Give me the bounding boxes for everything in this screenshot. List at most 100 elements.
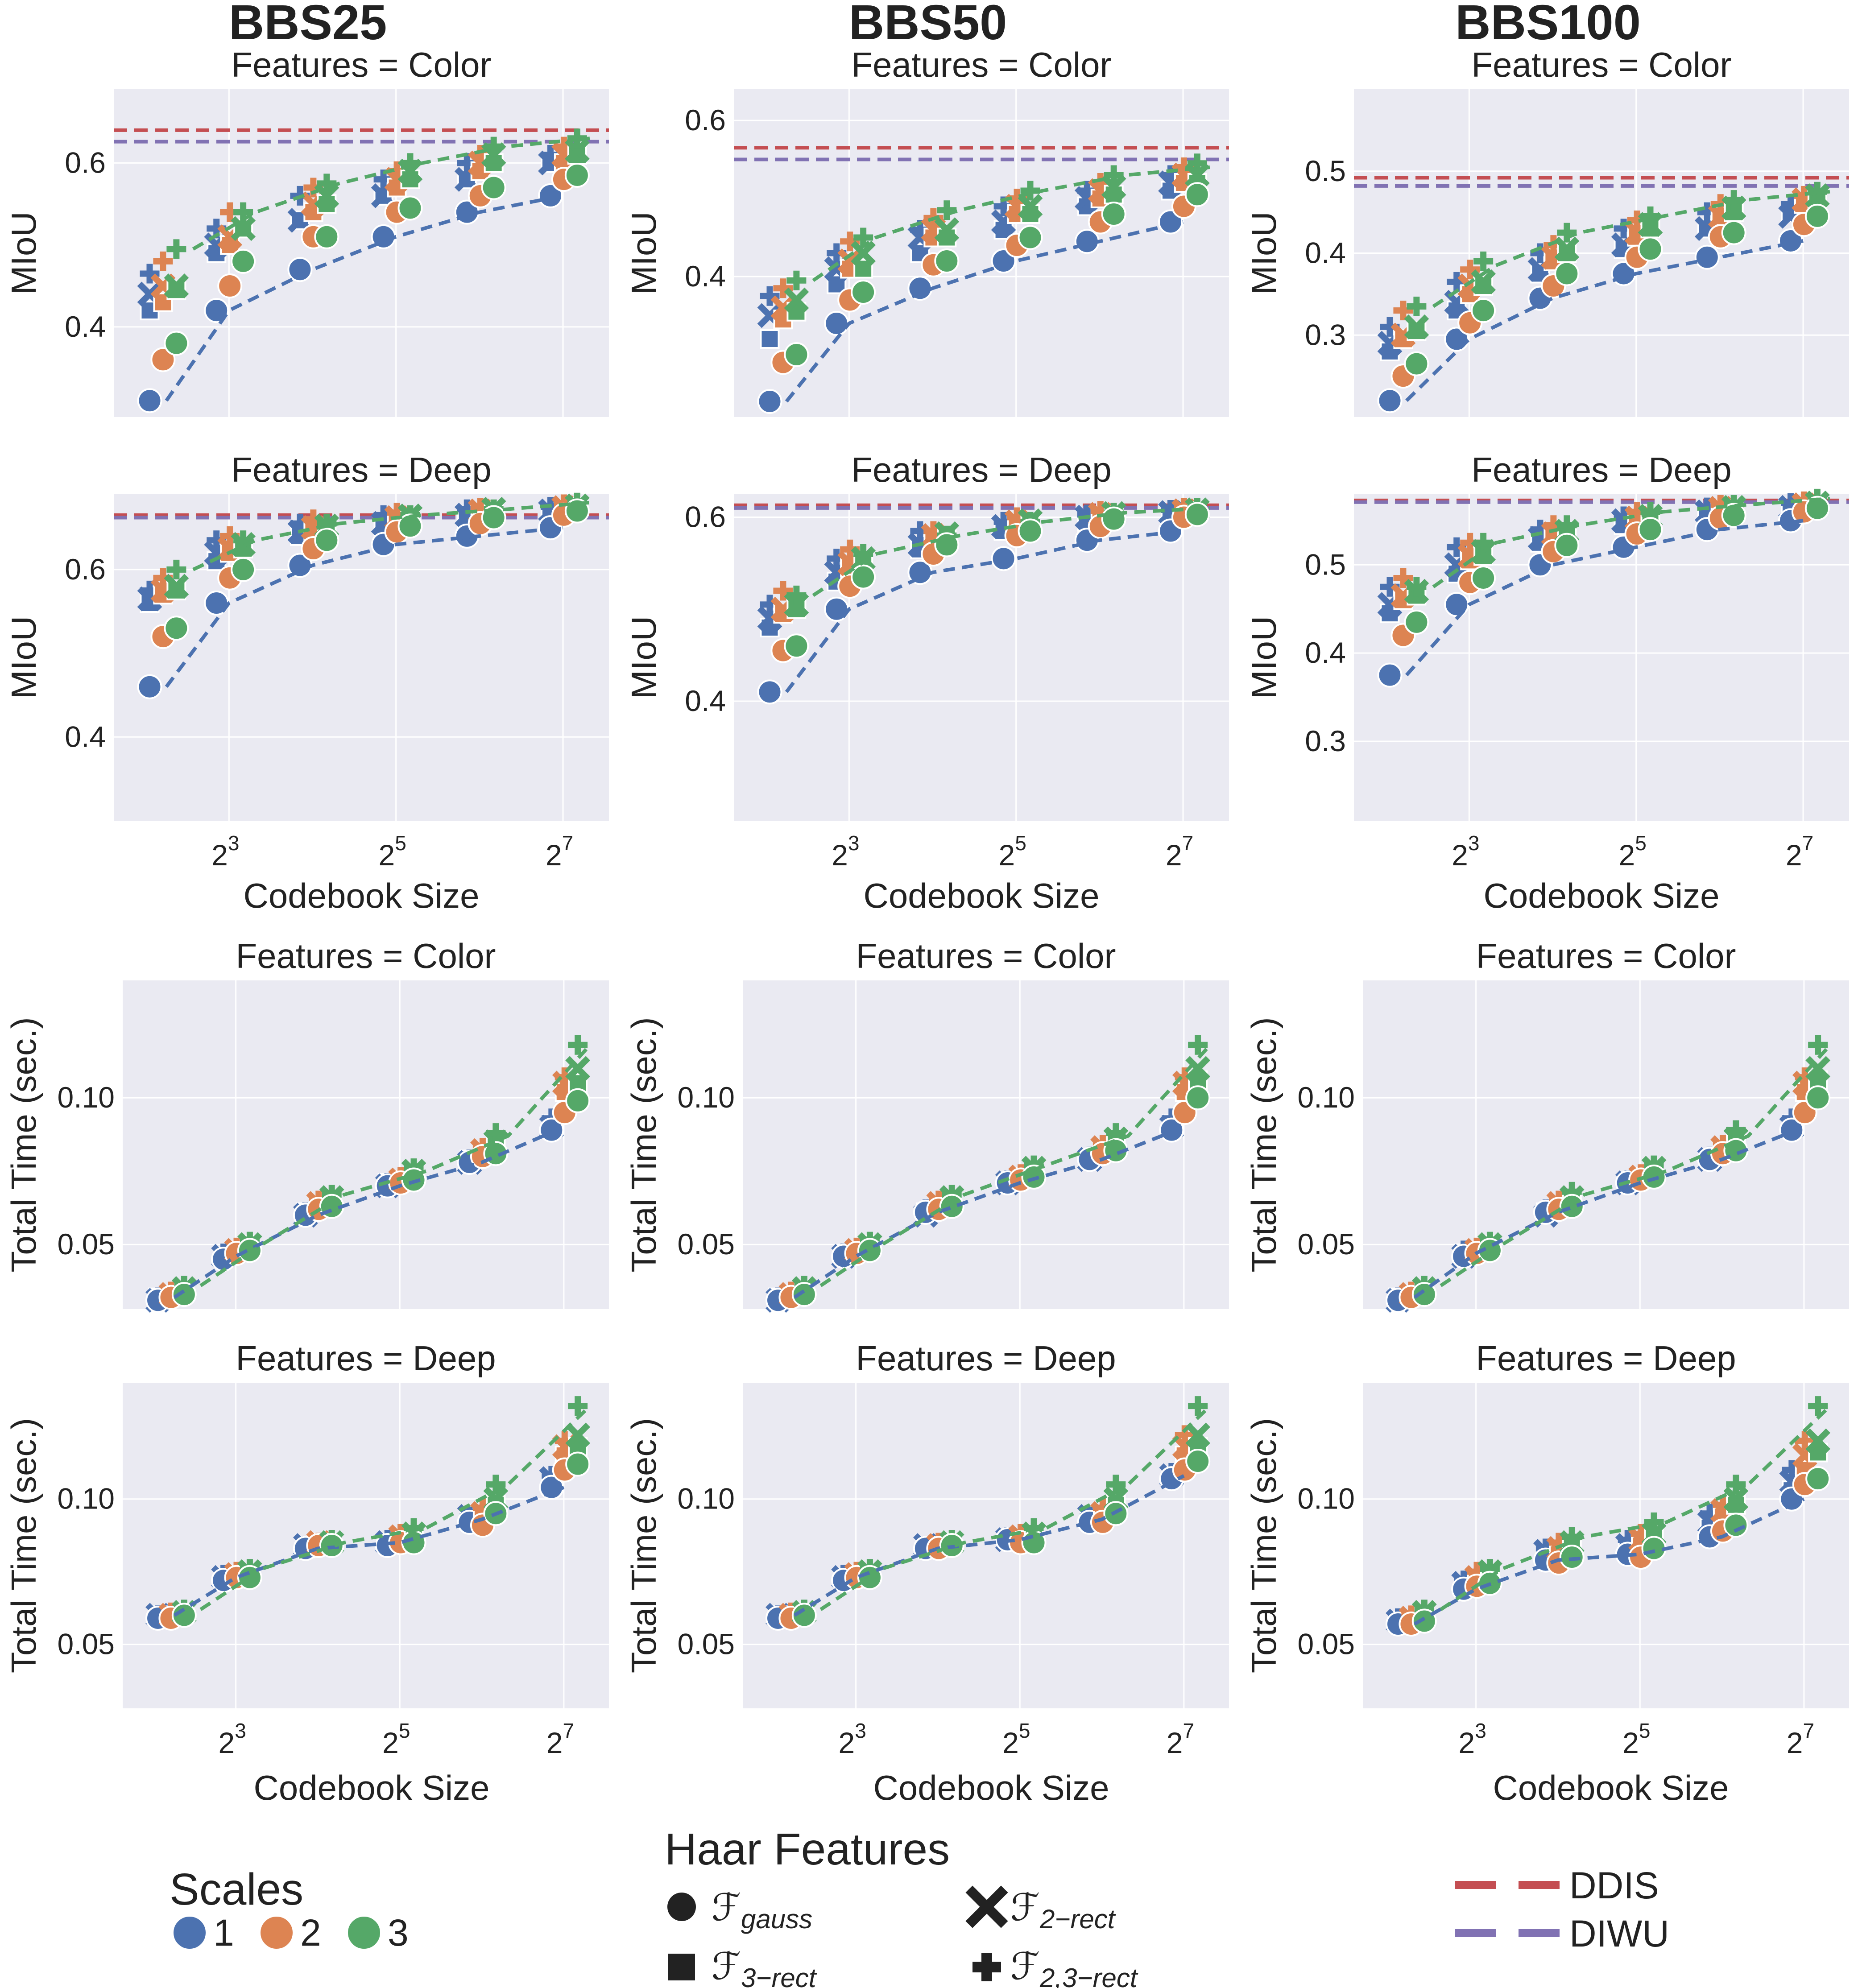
plot-area [734, 89, 1229, 417]
fit-curve-scale1 [1405, 239, 1804, 402]
panel-bbs50-time-color: 0.05 0.10 Features = Color Total Time (sec.… [624, 936, 1229, 1313]
marker-scale3-plus [1188, 1035, 1208, 1055]
y-tick-label: 0.05 [1298, 1228, 1355, 1261]
x-tick-label: 27 [1786, 831, 1813, 872]
marker-scale3-circle [857, 1238, 882, 1263]
y-axis-label: Total Time (sec.) [624, 1017, 663, 1272]
legend-haar-3rect-label: ℱ3−rect [712, 1945, 817, 1988]
fit-curve-scale3 [1432, 496, 1830, 588]
marker-scale3-plus [1808, 1035, 1828, 1055]
panel-title: Features = Deep [1476, 1339, 1736, 1378]
fit-curve-scale3 [199, 1405, 592, 1611]
marker-scale3-circle [1404, 351, 1429, 376]
marker-scale1-circle [538, 183, 563, 208]
legend-haar-circle-marker [667, 1893, 696, 1921]
marker-scale3-x [934, 217, 960, 242]
y-tick-label: 0.6 [65, 553, 106, 586]
y-tick-label: 0.4 [1305, 236, 1346, 269]
marker-scale3-circle [1184, 502, 1210, 527]
y-tick-label: 0.10 [678, 1081, 735, 1114]
fit-curve-scale3 [192, 500, 590, 571]
marker-scale3-circle [851, 280, 876, 305]
legend-haar-title: Haar Features [665, 1824, 950, 1874]
legend-scale-3-label: 3 [388, 1912, 409, 1954]
marker-scale3-x [1805, 1428, 1831, 1454]
marker-scale3-circle [791, 1282, 817, 1307]
marker-scale3-plus [1808, 1396, 1828, 1416]
marker-scale3-circle [1721, 503, 1746, 528]
marker-scale3-plus [400, 153, 420, 173]
panel-title: Features = Color [1471, 45, 1731, 84]
fit-curve-scale3 [812, 165, 1210, 282]
marker-scale3-plus [1562, 1527, 1582, 1547]
marker-scale3-circle [1411, 1282, 1437, 1307]
y-tick-label: 0.10 [1298, 1482, 1355, 1515]
marker-scale3-plus [233, 530, 253, 550]
marker-scale3-circle [164, 331, 189, 356]
marker-scale3-circle [1411, 1608, 1437, 1634]
x-tick-label: 23 [832, 831, 859, 872]
x-tick-label: 25 [382, 1719, 410, 1759]
marker-scale3-circle [934, 248, 960, 273]
y-tick-label: 0.6 [65, 146, 106, 179]
fit-curve-scale3 [812, 506, 1210, 597]
x-tick-label: 27 [1166, 831, 1193, 872]
marker-scale1-circle [1377, 388, 1403, 413]
y-tick-label: 0.10 [678, 1482, 735, 1515]
y-axis-label: Total Time (sec.) [624, 1418, 663, 1673]
fit-curve-scale1 [1405, 519, 1804, 677]
fit-curve-scale3 [1432, 190, 1830, 308]
y-tick-label: 0.4 [1305, 636, 1346, 669]
marker-scale3-x [784, 287, 809, 313]
marker-scale2-plus [153, 251, 173, 271]
marker-scale3-circle [784, 342, 809, 367]
marker-scale3-circle [784, 633, 809, 659]
marker-scale3-circle [1185, 1448, 1211, 1474]
marker-scale3-x [1185, 1422, 1211, 1448]
marker-scale3-circle [1021, 1164, 1047, 1190]
fit-curve-scale1 [785, 529, 1183, 693]
marker-scale3-plus [1407, 296, 1427, 316]
marker-scale3-circle [237, 1238, 262, 1263]
marker-scale3-circle [1471, 298, 1496, 323]
marker-scale2-circle [150, 347, 176, 372]
y-tick-label: 0.10 [58, 1482, 115, 1515]
y-tick-label: 0.4 [685, 684, 726, 717]
x-tick-label: 25 [1622, 1719, 1650, 1759]
marker-scale3-circle [1805, 1466, 1831, 1492]
fit-curve-scale3 [192, 136, 590, 251]
panel-bbs50-time-deep: 23 25 27 0.05 0.10 Features = Deep Total Time … [624, 1339, 1229, 1759]
marker-scale3-circle [481, 175, 506, 200]
marker-scale2-circle [217, 273, 243, 298]
marker-scale3-x [565, 1422, 591, 1448]
panel-title: Features = Color [1476, 936, 1736, 975]
legend-scale-1-marker [172, 1915, 207, 1951]
plot-area [1354, 494, 1849, 821]
panel-title: Features = Deep [856, 1339, 1116, 1378]
y-tick-label: 0.05 [58, 1228, 115, 1261]
y-tick-label: 0.05 [678, 1628, 735, 1661]
marker-scale3-circle [397, 513, 423, 539]
marker-scale3-circle [1638, 236, 1663, 262]
x-tick-label: 27 [546, 1719, 574, 1759]
panel-title: Features = Deep [1471, 450, 1731, 489]
marker-scale3-circle [319, 1533, 344, 1558]
marker-scale3-circle [231, 557, 256, 582]
column-title-bbs100: BBS100 [1455, 0, 1641, 50]
legend-scales-title: Scales [170, 1864, 303, 1914]
plot-area [1363, 1383, 1849, 1708]
marker-scale3-x [231, 216, 256, 241]
x-tick-label: 23 [219, 1719, 246, 1759]
legend-scale-2-label: 2 [300, 1912, 321, 1954]
panel-bbs100-time-color: 0.05 0.10 Features = Color Total Time (sec.… [1244, 936, 1849, 1313]
plot-area [743, 980, 1229, 1309]
fit-curve-scale1 [165, 194, 563, 402]
fit-curve-scale1 [793, 1474, 1185, 1617]
panel-title: Features = Color [231, 45, 491, 84]
marker-scale3-circle [1471, 565, 1496, 591]
x-tick-label: 25 [999, 831, 1026, 872]
y-axis-label: Total Time (sec.) [4, 1418, 43, 1673]
marker-scale3-circle [1404, 609, 1429, 635]
panel-bbs25-mIoU-deep: 23 25 27 0.4 0.6 Features = Deep MIoU [4, 450, 609, 872]
marker-scale3-circle [1184, 182, 1210, 207]
